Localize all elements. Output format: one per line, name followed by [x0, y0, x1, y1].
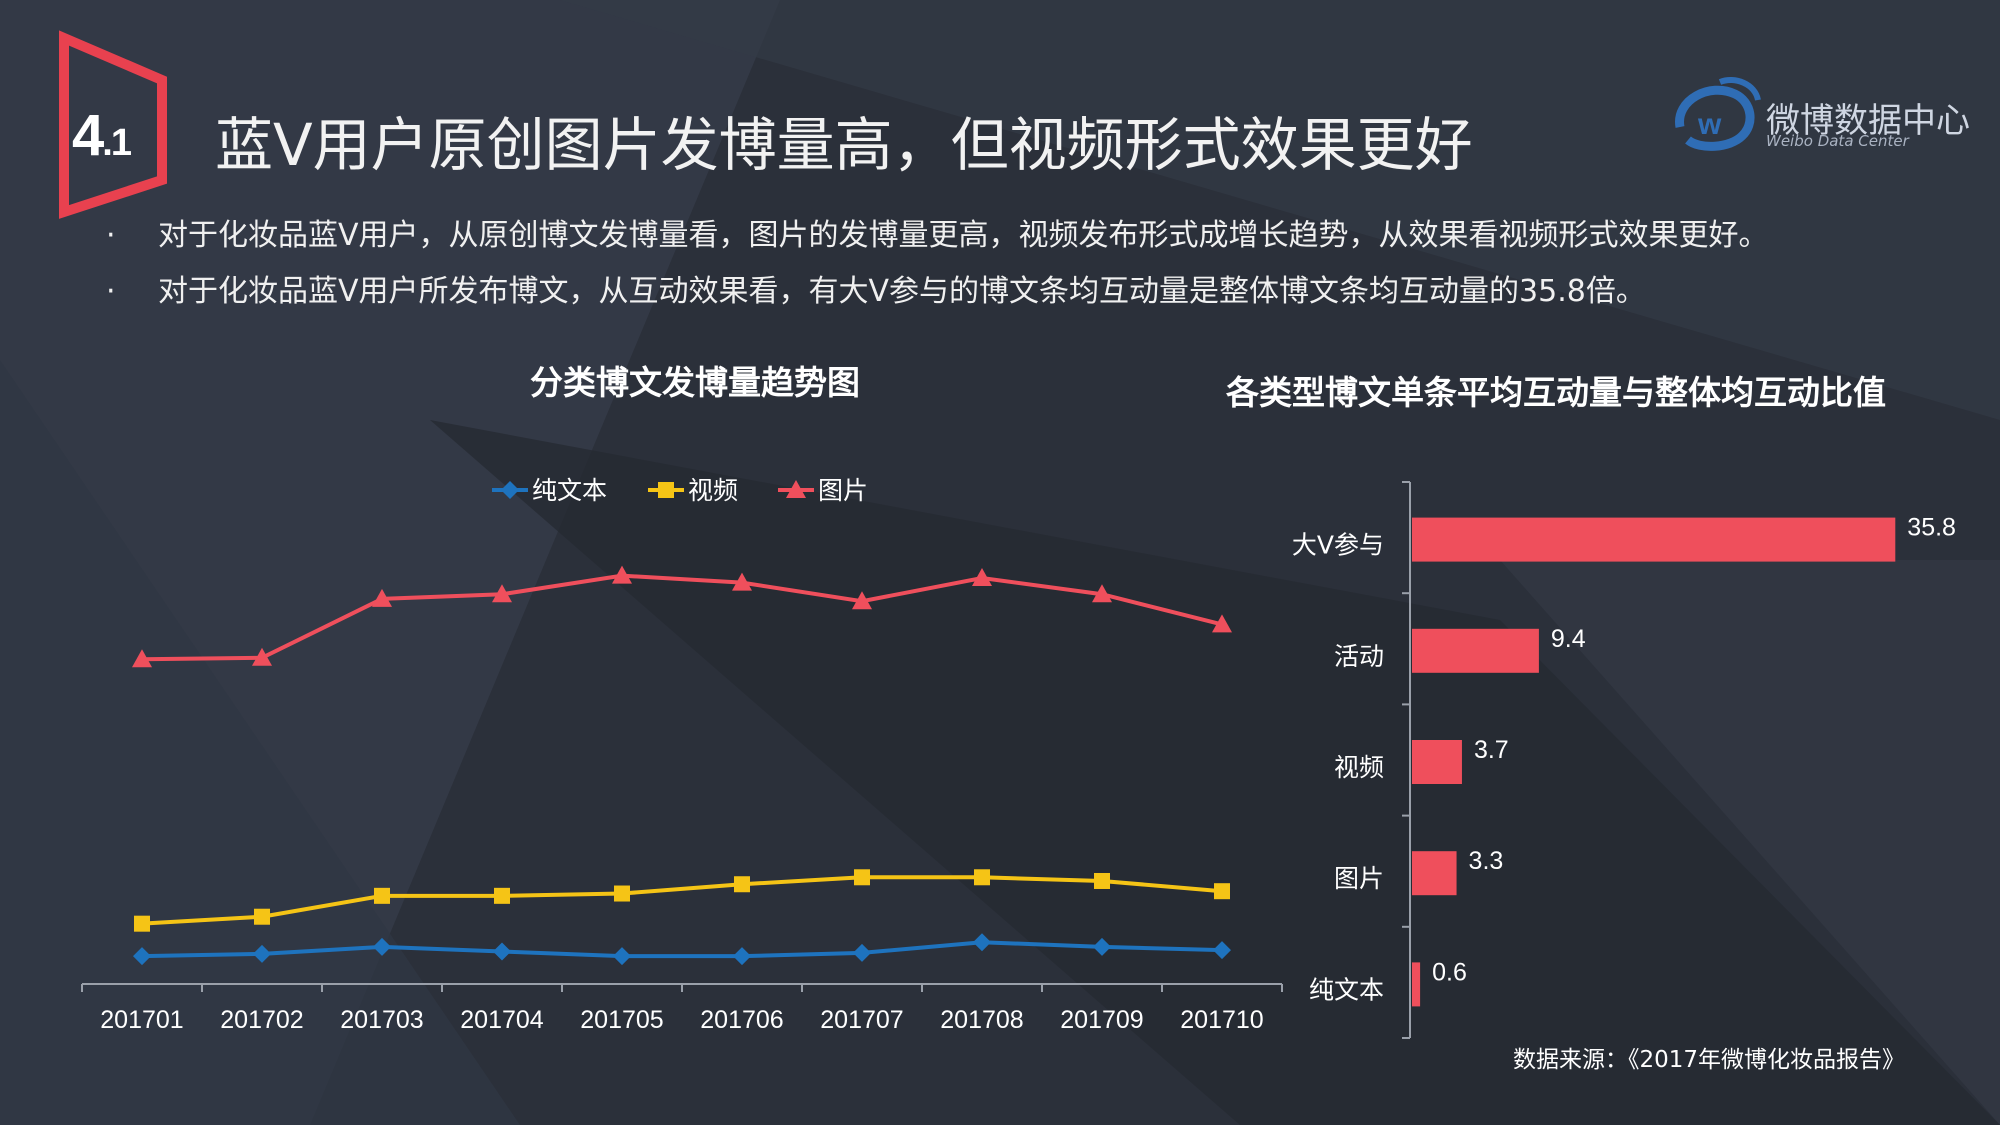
data-point — [972, 568, 992, 586]
data-source: 数据来源：《2017年微博化妆品报告》 — [1513, 1047, 1906, 1073]
x-tick-label: 201709 — [1060, 1006, 1143, 1034]
data-point — [494, 887, 510, 904]
legend-item-2: 图片 — [778, 476, 868, 505]
data-label: 3.7 — [1474, 736, 1509, 764]
data-point — [493, 942, 511, 961]
data-point — [253, 944, 271, 963]
bar — [1412, 740, 1462, 784]
x-tick-label: 201705 — [580, 1006, 663, 1034]
data-point — [974, 869, 990, 886]
data-point — [1094, 872, 1110, 889]
bullet-2: · 对于化妆品蓝V用户所发布博文，从互动效果看，有大V参与的博文条均互动量是整体博… — [106, 274, 1646, 309]
data-point — [614, 885, 630, 902]
data-point — [132, 649, 152, 668]
legend-label: 图片 — [818, 476, 868, 505]
data-point — [1214, 883, 1230, 900]
data-label: 35.8 — [1907, 514, 1956, 542]
legend-item-1: 视频 — [648, 476, 738, 505]
data-point — [254, 908, 270, 925]
bar — [1412, 851, 1457, 896]
line-chart: 201701 201702 201703 201704 201705 201706 2017… — [81, 476, 1283, 1034]
logo-text: 微博数据中心 — [1766, 101, 1970, 141]
page-title: 蓝V用户原创图片发博量高，但视频形式效果更好 — [215, 111, 1473, 179]
legend-label: 视频 — [688, 476, 738, 505]
bullet-marker: · — [106, 218, 116, 253]
badge-frame — [59, 30, 167, 219]
data-point — [973, 933, 991, 952]
data-point — [1213, 941, 1231, 960]
data-point — [134, 915, 150, 932]
x-tick-label: 201703 — [340, 1006, 423, 1034]
x-tick-label: 201704 — [460, 1006, 544, 1034]
weibo-logo-icon: w — [1675, 77, 1761, 151]
legend-marker — [501, 481, 519, 499]
data-point — [734, 876, 750, 893]
bar — [1412, 517, 1896, 562]
legend-marker — [786, 480, 806, 498]
category-label: 大V参与 — [1292, 531, 1384, 560]
legend-label: 纯文本 — [532, 476, 607, 505]
svg-text:w: w — [1697, 108, 1722, 141]
data-point — [492, 584, 512, 603]
bar — [1412, 628, 1539, 673]
category-label: 纯文本 — [1309, 975, 1384, 1004]
bar-chart: 大V参与 35.8 活动 9.4 视频 3.7 图片 3.3 纯文本 0.6 — [1292, 481, 1956, 1039]
data-point — [1093, 937, 1111, 956]
section-badge — [59, 30, 167, 219]
data-point — [252, 647, 272, 666]
x-tick-label: 201708 — [940, 1006, 1023, 1034]
data-point — [133, 947, 151, 966]
bullet-marker: · — [106, 274, 116, 309]
data-point — [373, 937, 391, 956]
logo-subtext: Weibo Data Center — [1766, 132, 1909, 150]
series-line — [141, 875, 1223, 926]
data-point — [374, 887, 390, 904]
data-point — [372, 588, 392, 607]
x-tick-label: 201707 — [820, 1006, 903, 1034]
series-line — [141, 573, 1223, 662]
data-label: 9.4 — [1551, 625, 1586, 653]
series-1 — [134, 869, 1230, 932]
data-point — [612, 565, 632, 584]
bullet-1: · 对于化妆品蓝V用户，从原创博文发博量看，图片的发博量更高，视频发布形式成增长趋… — [106, 218, 1769, 253]
x-tick-label: 201701 — [100, 1006, 183, 1034]
data-point — [1212, 614, 1232, 633]
category-label: 图片 — [1334, 864, 1384, 893]
series-0 — [133, 933, 1231, 966]
bar — [1412, 962, 1421, 1007]
data-point — [1092, 584, 1112, 603]
line-chart-title: 分类博文发博量趋势图 — [530, 363, 860, 402]
x-tick-label: 201710 — [1180, 1006, 1263, 1034]
data-point — [852, 591, 872, 610]
data-point — [732, 572, 752, 591]
category-label: 视频 — [1334, 753, 1384, 782]
data-label: 0.6 — [1432, 958, 1467, 986]
category-label: 活动 — [1334, 642, 1384, 671]
series-line — [141, 940, 1223, 959]
legend-item-0: 纯文本 — [492, 476, 607, 505]
data-point — [854, 869, 870, 886]
data-point — [853, 943, 871, 962]
legend-marker — [658, 482, 674, 498]
series-2 — [132, 565, 1232, 668]
data-label: 3.3 — [1469, 847, 1504, 875]
data-point — [613, 947, 631, 966]
section-number: 4.1 — [72, 103, 132, 168]
bar-chart-title: 各类型博文单条平均互动量与整体均互动比值 — [1226, 373, 1886, 412]
x-tick-label: 201702 — [220, 1006, 303, 1034]
x-tick-label: 201706 — [700, 1006, 783, 1034]
data-point — [733, 947, 751, 966]
